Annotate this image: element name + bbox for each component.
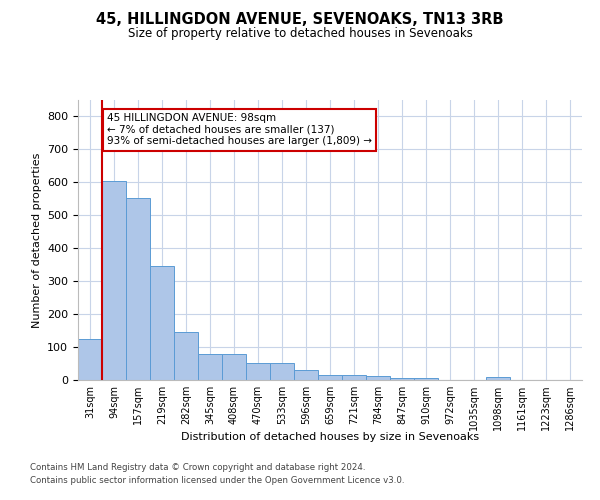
Bar <box>222 354 246 380</box>
Text: Contains public sector information licensed under the Open Government Licence v3: Contains public sector information licen… <box>30 476 404 485</box>
Bar <box>246 363 270 380</box>
Text: Distribution of detached houses by size in Sevenoaks: Distribution of detached houses by size … <box>181 432 479 442</box>
Bar <box>270 363 294 380</box>
Bar <box>390 378 414 380</box>
Bar <box>174 332 198 380</box>
Text: 45, HILLINGDON AVENUE, SEVENOAKS, TN13 3RB: 45, HILLINGDON AVENUE, SEVENOAKS, TN13 3… <box>96 12 504 28</box>
Bar <box>150 266 174 380</box>
Text: Contains HM Land Registry data © Crown copyright and database right 2024.: Contains HM Land Registry data © Crown c… <box>30 462 365 471</box>
Bar <box>78 340 102 380</box>
Y-axis label: Number of detached properties: Number of detached properties <box>32 152 41 328</box>
Bar <box>102 182 126 380</box>
Bar <box>366 376 390 380</box>
Text: 45 HILLINGDON AVENUE: 98sqm
← 7% of detached houses are smaller (137)
93% of sem: 45 HILLINGDON AVENUE: 98sqm ← 7% of deta… <box>107 113 372 146</box>
Bar <box>126 198 150 380</box>
Bar <box>414 378 438 380</box>
Bar <box>198 354 222 380</box>
Bar <box>294 370 318 380</box>
Bar <box>486 378 510 380</box>
Bar <box>342 376 366 380</box>
Bar <box>318 375 342 380</box>
Text: Size of property relative to detached houses in Sevenoaks: Size of property relative to detached ho… <box>128 28 472 40</box>
